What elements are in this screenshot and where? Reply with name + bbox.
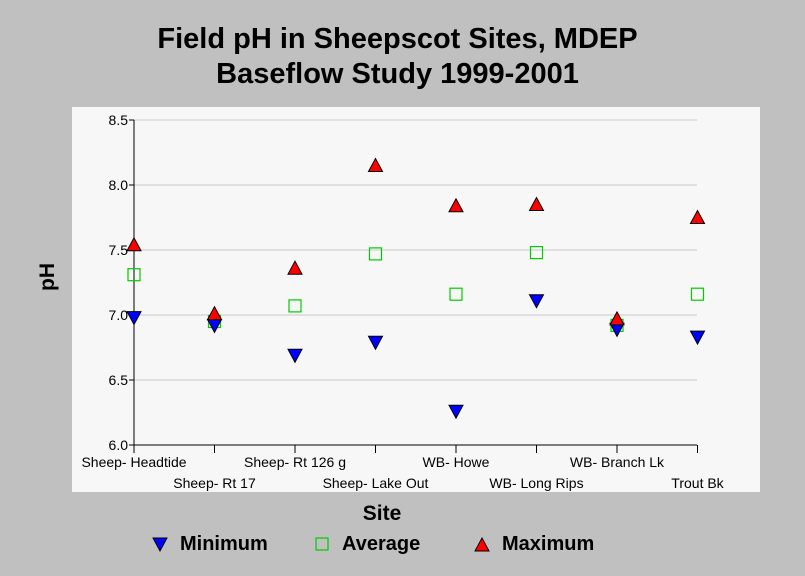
x-tick-label: Sheep- Headtide [81, 454, 186, 470]
y-tick-label: 7.5 [109, 242, 129, 258]
data-point-maximum [689, 209, 706, 224]
data-point-maximum [367, 157, 384, 172]
legend: Minimum Average Maximum [0, 530, 805, 560]
y-axis-label: pH [36, 263, 59, 291]
data-point-minimum [528, 294, 545, 309]
data-point-average [288, 299, 302, 313]
x-tick-label: WB- Long Rips [489, 475, 583, 491]
legend-marker-maximum [474, 536, 490, 552]
legend-marker-average [315, 537, 329, 551]
x-tick-label: WB- Howe [423, 454, 490, 470]
chart-title: Field pH in Sheepscot Sites, MDEP Basefl… [0, 22, 795, 92]
data-point-minimum [689, 330, 706, 346]
data-point-maximum [126, 236, 142, 252]
data-point-maximum [206, 305, 223, 321]
plot-panel [72, 107, 760, 492]
data-point-average [690, 287, 705, 301]
data-point-maximum [448, 197, 464, 213]
y-tick-label: 6.5 [109, 372, 129, 388]
data-point-maximum [287, 260, 303, 275]
legend-label: Maximum [502, 533, 595, 555]
data-point-minimum [367, 335, 384, 351]
data-point-minimum [287, 348, 303, 364]
legend-label: Minimum [180, 533, 268, 555]
legend-label: Average [342, 533, 421, 555]
data-point-maximum [609, 310, 625, 326]
y-tick-label: 8.5 [109, 112, 129, 128]
y-tick-label: 6.0 [109, 437, 129, 453]
x-tick-label: WB- Branch Lk [570, 454, 665, 470]
chart-title-line-2: Baseflow Study 1999-2001 [216, 58, 579, 90]
legend-marker-minimum [152, 537, 168, 553]
data-point-average [368, 247, 383, 261]
data-point-minimum [448, 404, 464, 420]
data-point-maximum [528, 196, 545, 211]
x-tick-label: Trout Bk [671, 475, 724, 491]
data-point-average [449, 287, 463, 301]
x-tick-label: Sheep- Lake Out [323, 475, 429, 491]
x-tick-label: Sheep- Rt 17 [173, 475, 256, 491]
x-axis-label: Site [362, 502, 402, 525]
y-tick-label: 7.0 [109, 307, 129, 323]
data-point-average [529, 246, 544, 260]
data-point-minimum [126, 311, 142, 326]
chart-title-line-1: Field pH in Sheepscot Sites, MDEP [157, 23, 638, 55]
data-point-average [127, 268, 141, 282]
x-tick-label: Sheep- Rt 126 g [244, 454, 346, 470]
y-tick-label: 8.0 [109, 177, 129, 193]
